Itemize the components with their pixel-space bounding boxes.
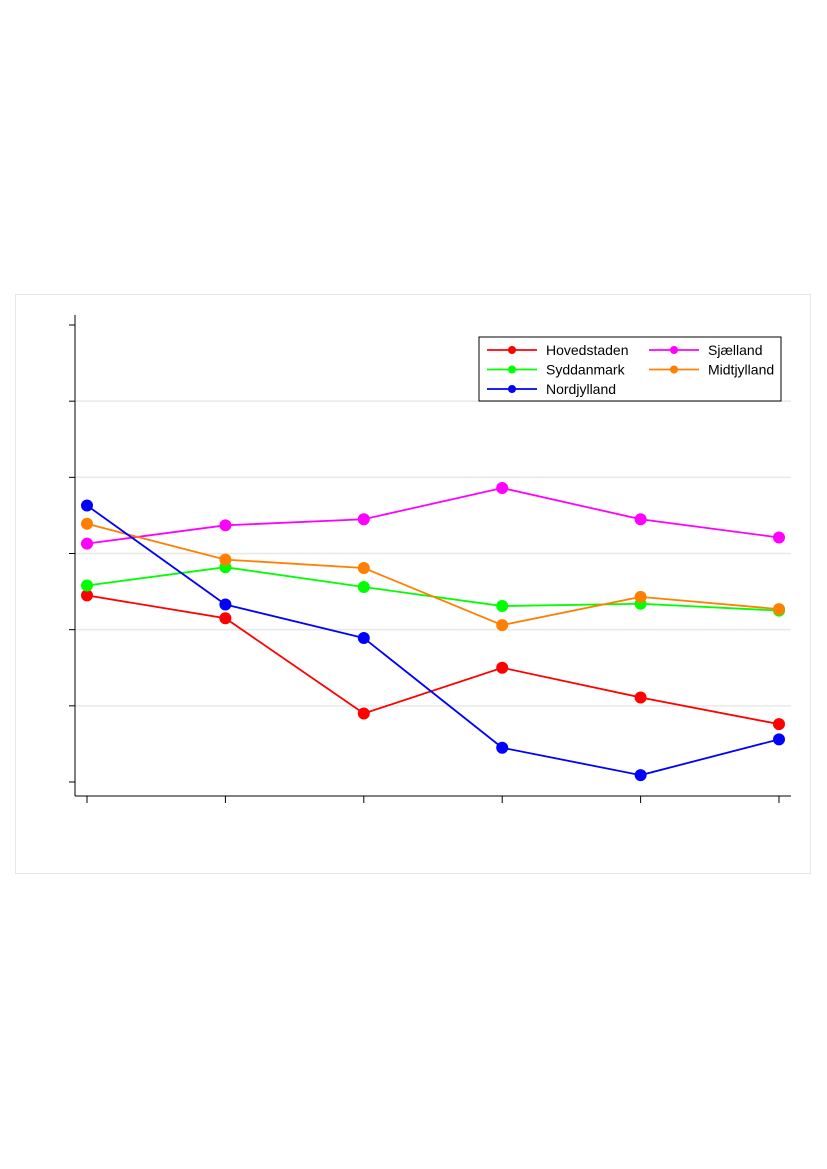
series-hovedstaden [81, 589, 785, 731]
data-point-hovedstaden [496, 661, 509, 674]
data-point-nordjylland [496, 741, 509, 754]
chart-figure: Hovedstaden Sjælland Syddanmark Midtjylland… [15, 294, 811, 874]
legend-entry-sjælland: Sjælland [649, 342, 762, 358]
series-line-hovedstaden [86, 594, 780, 725]
legend-swatch-marker [508, 385, 516, 393]
data-point-nordjylland [219, 598, 232, 611]
data-point-midtjylland [773, 603, 785, 616]
series-nordjylland [81, 499, 785, 782]
data-point-nordjylland [773, 733, 785, 746]
legend-swatch-marker [670, 365, 678, 374]
data-point-syddanmark [496, 600, 509, 613]
legend-entry-hovedstaden: Hovedstaden [487, 342, 629, 358]
data-point-hovedstaden [773, 718, 785, 731]
data-point-sjælland [219, 519, 232, 532]
data-point-sjælland [81, 537, 93, 550]
series-line-nordjylland [86, 504, 780, 777]
data-point-nordjylland [357, 632, 370, 645]
data-point-nordjylland [634, 769, 647, 782]
data-point-midtjylland [634, 590, 647, 603]
data-point-sjælland [496, 481, 509, 494]
series-midtjylland [81, 517, 785, 632]
data-point-sjælland [634, 513, 647, 526]
series-line-sjælland [86, 487, 780, 545]
axes [69, 315, 791, 803]
legend-swatch-marker [508, 365, 516, 374]
legend-label: Nordjylland [546, 381, 616, 397]
data-point-midtjylland [496, 619, 509, 632]
grid-lines [75, 400, 791, 707]
data-point-hovedstaden [81, 589, 93, 602]
data-point-hovedstaden [357, 707, 370, 720]
series-syddanmark [81, 561, 785, 617]
data-point-nordjylland [81, 499, 93, 512]
legend-entry-nordjylland: Nordjylland [487, 381, 616, 397]
legend-label: Syddanmark [546, 362, 626, 378]
data-point-syddanmark [81, 579, 93, 592]
legend-label: Sjælland [708, 342, 762, 358]
series-layer [81, 481, 785, 782]
data-point-sjælland [357, 513, 370, 526]
legend-label: Midtjylland [708, 362, 774, 378]
legend-swatch-marker [670, 346, 678, 354]
data-point-hovedstaden [219, 612, 232, 625]
series-line-syddanmark [86, 566, 780, 612]
line-chart: Hovedstaden Sjælland Syddanmark Midtjylland… [69, 315, 791, 803]
data-point-midtjylland [219, 553, 232, 566]
legend: Hovedstaden Sjælland Syddanmark Midtjylland… [478, 336, 782, 402]
legend-label: Hovedstaden [546, 342, 629, 358]
data-point-hovedstaden [634, 691, 647, 704]
data-point-syddanmark [357, 581, 370, 594]
legend-entry-midtjylland: Midtjylland [649, 362, 774, 378]
legend-swatch-marker [508, 346, 516, 354]
data-point-sjælland [773, 531, 785, 544]
data-point-midtjylland [81, 517, 93, 530]
data-point-midtjylland [357, 561, 370, 574]
legend-entry-syddanmark: Syddanmark [487, 362, 626, 378]
series-line-midtjylland [86, 522, 780, 627]
series-sjælland [81, 481, 785, 550]
